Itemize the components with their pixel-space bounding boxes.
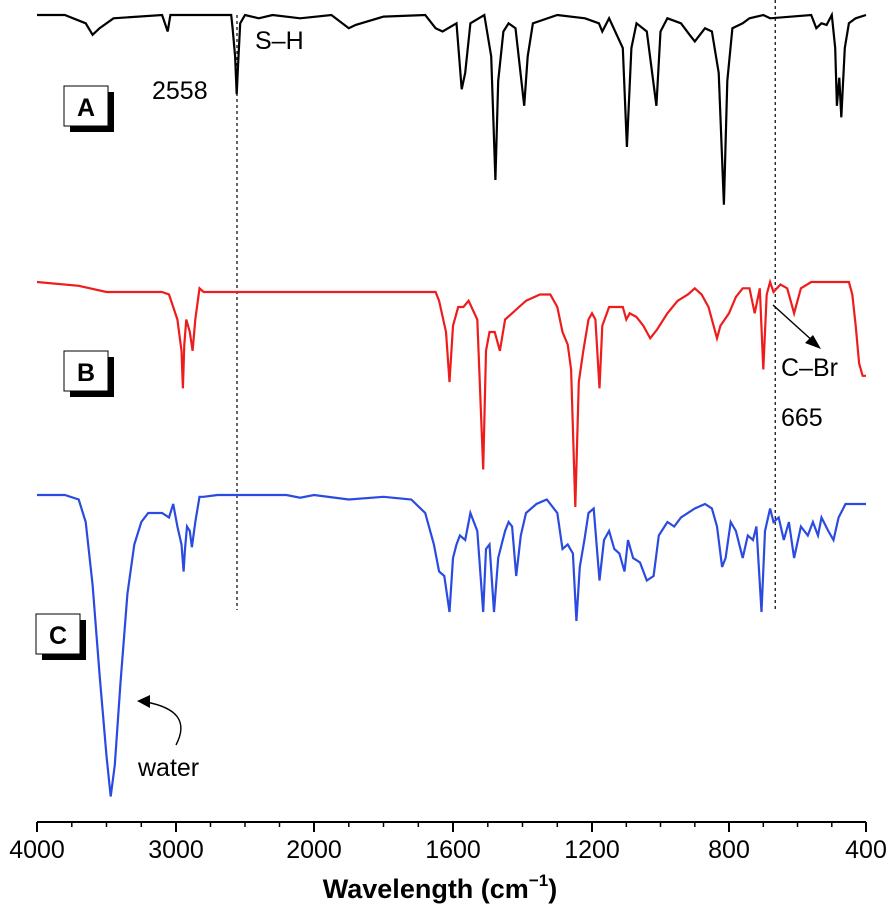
panel-label-b: B (63, 350, 114, 397)
x-tick-label-1600: 1600 (425, 836, 481, 864)
x-axis-title: Wavelength (cm−1) (323, 871, 557, 904)
arrow-c-br (772, 304, 821, 349)
annotation-water: water (137, 754, 199, 782)
annotation-s-h: S–H (255, 27, 304, 55)
panel-label-a: A (63, 85, 114, 132)
panel-label-c: C (35, 613, 86, 660)
annotation-c-br: C–Br (781, 354, 838, 382)
x-tick-label-1200: 1200 (564, 836, 620, 864)
series-a-line (37, 11, 867, 205)
x-tick-label-400: 400 (845, 836, 887, 864)
annotation-665: 665 (781, 404, 823, 432)
x-tick-label-4000: 4000 (9, 836, 65, 864)
x-axis-title-sup: −1 (529, 871, 548, 890)
panel-label-a-text: A (77, 94, 95, 122)
x-tick-label-800: 800 (708, 836, 750, 864)
annotation-2558: 2558 (152, 77, 208, 105)
series-b-line (36, 278, 866, 508)
x-axis: 4000 3000 2000 1600 1200 800 400 (9, 821, 887, 864)
x-axis-title-close: ) (548, 874, 557, 904)
arrow-water (137, 695, 182, 746)
panel-label-b-text: B (77, 359, 95, 387)
x-tick-label-3000: 3000 (148, 836, 204, 864)
panel-label-c-text: C (49, 622, 67, 650)
x-axis-title-main: Wavelength (cm (323, 874, 529, 904)
x-tick-label-2000: 2000 (286, 836, 342, 864)
series-c-line (37, 493, 866, 797)
